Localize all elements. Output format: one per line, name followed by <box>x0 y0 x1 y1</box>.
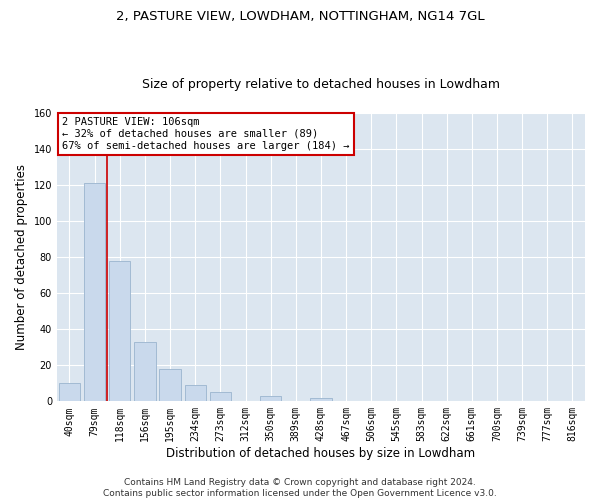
Text: 2 PASTURE VIEW: 106sqm
← 32% of detached houses are smaller (89)
67% of semi-det: 2 PASTURE VIEW: 106sqm ← 32% of detached… <box>62 118 350 150</box>
Bar <box>59 384 80 402</box>
Bar <box>260 396 281 402</box>
Bar <box>109 261 130 402</box>
Bar <box>160 369 181 402</box>
Title: Size of property relative to detached houses in Lowdham: Size of property relative to detached ho… <box>142 78 500 91</box>
Bar <box>310 398 332 402</box>
Bar <box>134 342 155 402</box>
Bar <box>185 385 206 402</box>
Bar <box>84 184 106 402</box>
Bar <box>209 392 231 402</box>
Text: 2, PASTURE VIEW, LOWDHAM, NOTTINGHAM, NG14 7GL: 2, PASTURE VIEW, LOWDHAM, NOTTINGHAM, NG… <box>116 10 484 23</box>
Y-axis label: Number of detached properties: Number of detached properties <box>15 164 28 350</box>
Text: Contains HM Land Registry data © Crown copyright and database right 2024.
Contai: Contains HM Land Registry data © Crown c… <box>103 478 497 498</box>
X-axis label: Distribution of detached houses by size in Lowdham: Distribution of detached houses by size … <box>166 447 476 460</box>
